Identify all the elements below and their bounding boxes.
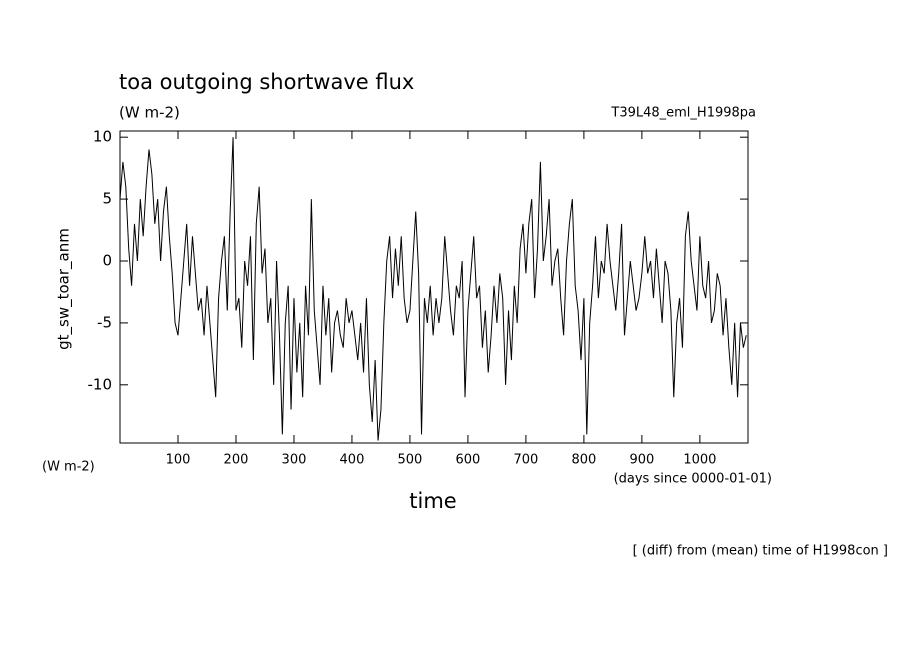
x-tick-label: 900 xyxy=(629,453,654,468)
x-tick-label: 400 xyxy=(340,453,365,468)
x-tick-label: 1000 xyxy=(683,453,716,468)
y-tick-label: -5 xyxy=(97,313,112,331)
run-label: T39L48_eml_H1998pa xyxy=(610,106,756,121)
x-units-label: (days since 0000-01-01) xyxy=(614,472,772,487)
x-tick-label: 700 xyxy=(513,453,538,468)
x-tick-label: 600 xyxy=(456,453,481,468)
y-axis-label: gt_sw_toar_anm xyxy=(55,228,74,350)
x-tick-label: 200 xyxy=(224,453,249,468)
x-tick-label: 100 xyxy=(166,453,191,468)
y-tick-label: -10 xyxy=(88,375,113,393)
y-tick-label: 5 xyxy=(102,190,112,208)
y-units-label: (W m-2) xyxy=(42,460,95,475)
x-tick-label: 800 xyxy=(571,453,596,468)
x-tick-label: 500 xyxy=(398,453,423,468)
plot-frame xyxy=(119,130,749,444)
data-line xyxy=(119,137,747,441)
x-tick-label: 300 xyxy=(282,453,307,468)
units-label: (W m-2) xyxy=(119,104,180,122)
footnote: [ (diff) from (mean) time of H1998con ] xyxy=(633,544,888,559)
x-axis-label: time xyxy=(409,489,456,513)
y-tick-label: 10 xyxy=(93,128,112,146)
y-tick-label: 0 xyxy=(102,252,112,270)
chart-title: toa outgoing shortwave flux xyxy=(119,70,414,94)
